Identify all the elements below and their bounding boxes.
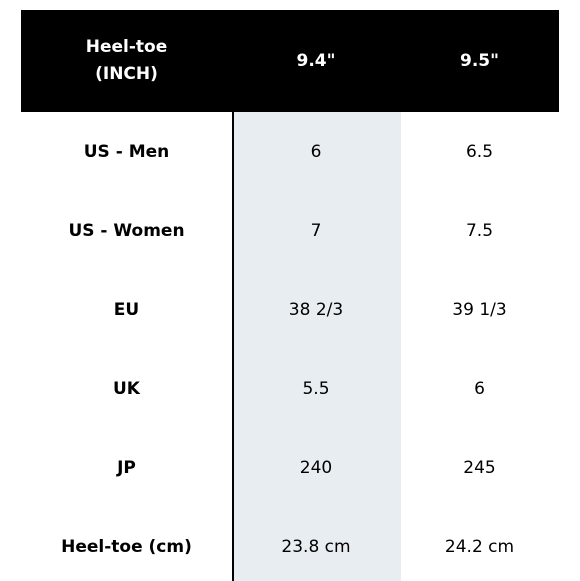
cell-value: 245: [463, 457, 496, 478]
cell-value: 240: [299, 457, 333, 478]
header-heel-toe-inch: Heel-toe (INCH): [85, 37, 168, 84]
cell-value: 5.5: [302, 378, 330, 399]
table-row-heel-toe-cm: Heel-toe (cm) 23.8 cm 24.2 cm: [21, 507, 559, 581]
cell-value: 24.2 cm: [444, 536, 515, 557]
cell-value: 6: [474, 378, 485, 399]
row-label: Heel-toe (cm): [61, 536, 192, 557]
row-label: UK: [113, 378, 140, 399]
header-size-9-5: 9.5": [460, 50, 499, 71]
column-divider: [232, 112, 234, 581]
header-size-9-4: 9.4": [296, 50, 336, 71]
table-row-jp: JP 240 245: [21, 428, 559, 507]
table-row-uk: UK 5.5 6: [21, 349, 559, 428]
row-label: US - Men: [83, 141, 170, 162]
row-label: EU: [113, 299, 140, 320]
highlighted-size-column: [233, 112, 401, 581]
table-row-eu: EU 38 2/3 39 1/3: [21, 270, 559, 349]
row-label: US - Women: [68, 220, 185, 241]
cell-value: 6: [310, 141, 322, 162]
table-row-us-women: US - Women 7 7.5: [21, 191, 559, 270]
table-header-row: Heel-toe (INCH) 9.4" 9.5": [21, 10, 559, 112]
row-label: JP: [117, 457, 136, 478]
cell-value: 7: [310, 220, 322, 241]
cell-value: 6.5: [465, 141, 494, 162]
size-chart-table: Heel-toe (INCH) 9.4" 9.5" US - Men 6 6.5…: [21, 10, 559, 581]
cell-value: 7.5: [465, 220, 494, 241]
cell-value: 39 1/3: [452, 299, 507, 320]
cell-value: 23.8 cm: [281, 536, 351, 557]
table-row-us-men: US - Men 6 6.5: [21, 112, 559, 191]
cell-value: 38 2/3: [288, 299, 344, 320]
